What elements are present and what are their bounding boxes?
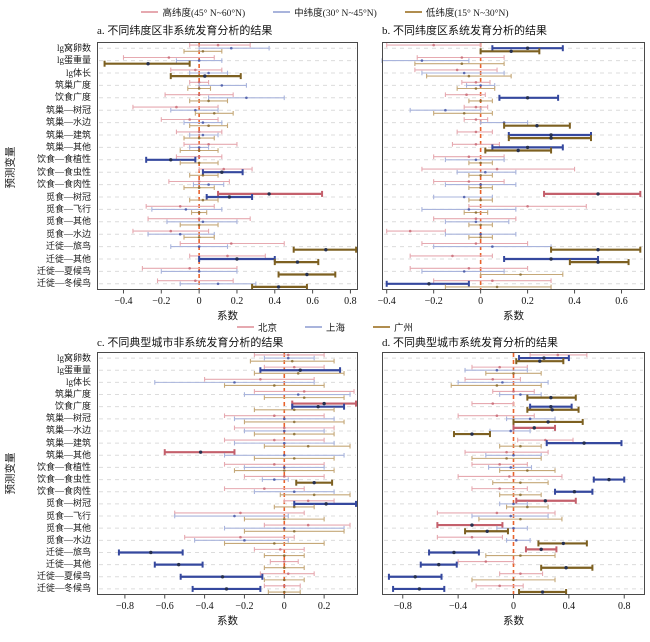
category-label: 饮食广度 [54, 92, 91, 103]
category-label: 觅食—树冠 [45, 191, 91, 202]
panel-c-plot: −0.8 −0.6 −0.4 −0.2 0 0.2 [97, 352, 358, 612]
category-label: 觅食—树冠 [45, 498, 91, 509]
y-axis-title-bottom: 预测变量 [5, 452, 17, 495]
svg-text:0.2: 0.2 [231, 296, 244, 307]
category-label: 迁徙—旅鸟 [45, 546, 91, 557]
legend-0-swatch-0 [141, 11, 159, 13]
svg-text:0: 0 [282, 601, 287, 612]
legend-1-swatch-0 [236, 326, 254, 328]
category-label: 觅食—飞行 [45, 203, 91, 214]
city-legend: 北京 上海 广州 [0, 320, 650, 334]
legend-0-swatch-1 [273, 11, 291, 13]
panel-b-title: b. 不同纬度区系统发育分析的结果 [382, 25, 547, 37]
svg-text:0.8: 0.8 [618, 601, 631, 612]
panel-b-plot: −0.4 −0.2 0 0.2 0.4 0.6 [378, 42, 645, 307]
category-label: 饮食—食虫性 [36, 474, 91, 485]
category-label: lg窝卵数 [56, 352, 91, 363]
svg-text:0.6: 0.6 [615, 296, 628, 307]
category-label: 筑巢广度 [54, 79, 91, 90]
panel-d-plot: −0.8 −0.4 0 0.4 0.8 [382, 352, 645, 612]
category-label: 迁徙—其他 [45, 253, 91, 264]
x-axis-label-a: 系数 [217, 311, 238, 322]
category-label: 迁徙—夏候鸟 [36, 265, 91, 276]
svg-text:−0.8: −0.8 [116, 601, 134, 612]
category-label: 饮食—食植性 [36, 154, 91, 165]
category-label: 觅食—其他 [45, 522, 91, 533]
svg-text:−0.4: −0.4 [378, 296, 396, 307]
category-label: 筑巢—其他 [45, 141, 91, 152]
legend-label: 低纬度(15° N~30°N) [425, 9, 509, 19]
svg-text:0.4: 0.4 [269, 296, 282, 307]
svg-text:0.2: 0.2 [521, 296, 534, 307]
category-label: lg体长 [65, 376, 91, 387]
category-label: lg窝卵数 [56, 42, 91, 53]
legend-0-swatch-2 [404, 11, 422, 13]
svg-text:−0.2: −0.2 [152, 296, 170, 307]
legend-label: 高纬度(45° N~60°N) [162, 9, 246, 19]
category-label: 筑巢—水边 [45, 425, 91, 436]
y-axis-title-top: 预测变量 [5, 146, 17, 189]
category-label: 饮食—食肉性 [36, 179, 91, 190]
svg-text:0.2: 0.2 [318, 601, 331, 612]
svg-text:−0.2: −0.2 [235, 601, 253, 612]
category-label: 迁徙—夏候鸟 [36, 571, 91, 582]
category-label: 迁徙—冬候鸟 [36, 278, 91, 289]
legend-item-shanghai: 上海 [304, 320, 345, 334]
category-label: 饮食—食植性 [36, 461, 91, 472]
svg-text:0: 0 [478, 296, 483, 307]
legend-item-guangzhou: 广州 [373, 320, 413, 334]
category-label: 筑巢—建筑 [45, 437, 91, 448]
svg-text:−0.6: −0.6 [156, 601, 174, 612]
svg-text:−0.4: −0.4 [449, 601, 467, 612]
legend-label: 上海 [325, 324, 345, 334]
panel-d-title: d. 不同典型城市系统发育分析的结果 [382, 337, 558, 349]
category-label: 饮食广度 [54, 401, 91, 412]
category-label: 觅食—水边 [45, 534, 91, 545]
svg-text:−0.4: −0.4 [196, 601, 214, 612]
svg-text:0: 0 [511, 601, 516, 612]
legend-1-swatch-1 [304, 326, 322, 328]
category-label: 筑巢广度 [54, 389, 91, 400]
category-label: 筑巢—其他 [45, 449, 91, 460]
legend-item-high-latitude: 高纬度(45° N~60°N) [141, 5, 245, 19]
svg-text:0.4: 0.4 [568, 296, 581, 307]
category-label: lg蛋重量 [56, 364, 91, 375]
x-axis-label-d: 系数 [503, 616, 524, 627]
category-label: 筑巢—树冠 [45, 413, 91, 424]
svg-text:0.4: 0.4 [563, 601, 576, 612]
category-label: lg蛋重量 [56, 55, 91, 66]
legend-item-mid-latitude: 中纬度(30° N~45°N) [273, 5, 377, 19]
svg-text:0.6: 0.6 [306, 296, 319, 307]
category-label: 饮食—食虫性 [36, 166, 91, 177]
svg-text:0.8: 0.8 [344, 296, 357, 307]
x-axis-label-b: 系数 [503, 311, 524, 322]
panel-c-title: c. 不同典型城市非系统发育分析的结果 [97, 337, 284, 349]
category-label: 觅食—其他 [45, 216, 91, 227]
legend-1-swatch-2 [373, 326, 390, 328]
panel-a-plot: −0.4 −0.2 0 0.2 0.4 0.6 0.8 [97, 42, 358, 307]
svg-text:−0.2: −0.2 [425, 296, 443, 307]
category-label: 迁徙—旅鸟 [45, 241, 91, 252]
legend-label: 中纬度(30° N~45°N) [294, 9, 377, 19]
legend-item-low-latitude: 低纬度(15° N~30°N) [404, 5, 509, 19]
category-label: 筑巢—建筑 [45, 129, 91, 140]
panel-a-title: a. 不同纬度区非系统发育分析的结果 [97, 25, 273, 37]
category-label: 觅食—水边 [45, 228, 91, 239]
latitude-legend: 高纬度(45° N~60°N) 中纬度(30° N~45°N) 低纬度(15° … [0, 5, 650, 19]
category-label: 迁徙—冬候鸟 [36, 583, 91, 594]
category-label: 饮食—食肉性 [36, 486, 91, 497]
svg-text:−0.8: −0.8 [394, 601, 412, 612]
legend-label: 广州 [394, 324, 414, 334]
legend-label: 北京 [257, 324, 277, 334]
category-label: 觅食—飞行 [45, 510, 91, 521]
category-label: 筑巢—树冠 [45, 104, 91, 115]
legend-item-beijing: 北京 [236, 320, 277, 334]
x-axis-label-c: 系数 [217, 616, 238, 627]
category-label: 迁徙—其他 [45, 559, 91, 570]
svg-text:−0.4: −0.4 [114, 296, 132, 307]
category-label: lg体长 [65, 67, 91, 78]
category-label: 筑巢—水边 [45, 117, 91, 128]
svg-text:0: 0 [197, 296, 202, 307]
